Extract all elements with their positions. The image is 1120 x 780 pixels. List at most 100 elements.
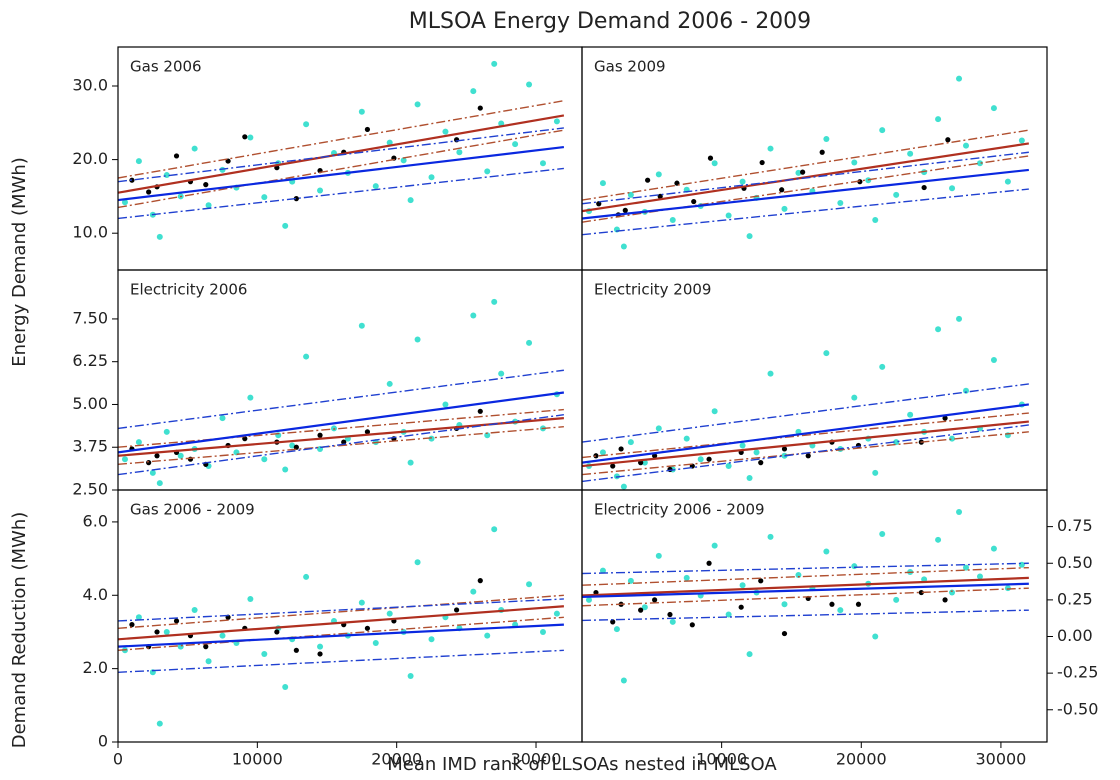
point: [669, 216, 676, 223]
point: [753, 449, 760, 456]
point: [990, 545, 997, 552]
point: [470, 312, 477, 319]
highlight-point: [622, 207, 628, 213]
point: [303, 121, 310, 128]
x-tick-label: 30000: [511, 750, 562, 769]
highlight-point: [645, 177, 651, 183]
point: [1004, 178, 1011, 185]
highlight-point: [638, 607, 644, 613]
highlight-point: [364, 429, 371, 435]
highlight-point: [652, 597, 658, 603]
point: [526, 339, 533, 346]
point: [261, 650, 268, 657]
point: [156, 480, 163, 487]
point: [795, 571, 802, 578]
plot-area: [582, 508, 1029, 684]
x-tick-label: 30000: [975, 750, 1026, 769]
highlight-point: [805, 453, 811, 459]
fit-line: [582, 562, 1029, 575]
fit-line: [118, 369, 564, 430]
panel-frame: [117, 46, 583, 271]
point: [935, 536, 942, 543]
point: [219, 415, 226, 422]
plot-area: [118, 526, 564, 727]
point: [907, 411, 914, 418]
point: [949, 435, 956, 442]
point: [135, 614, 142, 621]
point: [282, 466, 289, 473]
point: [484, 168, 491, 175]
point: [851, 159, 858, 166]
y-tick-label: 6.25: [72, 351, 108, 370]
point: [851, 563, 858, 570]
point: [407, 197, 414, 204]
highlight-point: [921, 184, 927, 191]
y-tick-label: 0.00: [1057, 626, 1093, 645]
highlight-point: [918, 589, 924, 596]
point: [907, 150, 914, 157]
point: [823, 350, 830, 357]
point: [767, 145, 774, 152]
point: [428, 435, 435, 442]
point: [739, 582, 746, 589]
fit-line: [582, 383, 1029, 443]
point: [781, 205, 788, 212]
point: [711, 542, 718, 549]
point: [121, 456, 128, 463]
point: [414, 559, 421, 566]
point: [963, 387, 970, 394]
y-axis-label: Demand Reduction (MWh): [9, 512, 30, 749]
point: [261, 456, 268, 463]
y-axis-label: Energy Demand (MWh): [9, 157, 30, 367]
highlight-point: [293, 444, 299, 450]
point: [956, 75, 963, 82]
point: [149, 469, 156, 476]
point: [539, 160, 546, 167]
x-tick-label: 10000: [696, 750, 747, 769]
point: [963, 564, 970, 571]
y-tick-label: 0.25: [1057, 589, 1093, 608]
point: [553, 610, 560, 617]
point: [893, 439, 900, 446]
highlight-point: [477, 105, 483, 111]
fit-line: [582, 566, 1029, 586]
point: [641, 604, 648, 611]
y-tick-label: 2.0: [83, 658, 108, 677]
highlight-point: [173, 618, 180, 624]
fit-line: [118, 100, 565, 179]
x-tick-label: 10000: [232, 750, 283, 769]
y-tick-label: 7.50: [72, 308, 108, 327]
plot-area: [118, 60, 565, 240]
fit-line: [118, 167, 564, 220]
point: [949, 185, 956, 192]
point: [163, 628, 170, 635]
point: [655, 425, 662, 432]
panel-frame: [581, 269, 1048, 491]
point: [976, 573, 983, 580]
point: [976, 160, 983, 167]
highlight-point: [341, 439, 347, 445]
point: [386, 139, 393, 146]
fit-line: [582, 582, 1029, 599]
highlight-point: [129, 177, 135, 183]
y-tick-label: -0.25: [1057, 663, 1098, 682]
point: [526, 81, 533, 88]
point: [949, 589, 956, 596]
point: [879, 530, 886, 537]
point: [386, 610, 393, 617]
point: [386, 380, 393, 387]
x-tick-label: 20000: [371, 750, 422, 769]
highlight-point: [855, 601, 862, 607]
highlight-point: [146, 460, 152, 466]
point: [512, 141, 519, 148]
point: [407, 672, 414, 679]
x-axis-label: Mean IMD rank of LLSOAs nested in MLSOA: [387, 754, 777, 775]
panel-frame: [117, 269, 583, 491]
y-tick-label: 0.50: [1057, 553, 1093, 572]
point: [620, 243, 627, 250]
point: [317, 187, 324, 194]
point: [585, 596, 592, 603]
fit-line: [118, 391, 565, 454]
y-tick-label: 4.0: [83, 585, 108, 604]
point: [823, 135, 830, 142]
